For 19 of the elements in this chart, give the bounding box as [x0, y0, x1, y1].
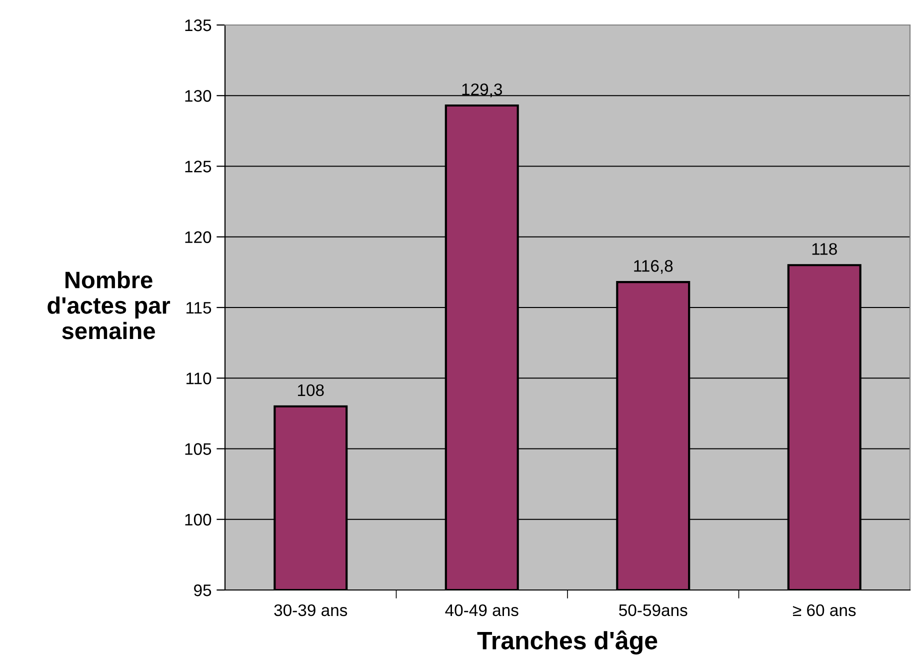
- data-label: 108: [298, 384, 324, 396]
- x-tick-label: 50-59ans: [619, 604, 688, 616]
- y-tick-label: 125: [185, 160, 212, 172]
- data-label: 129,3: [462, 83, 502, 98]
- x-tick-label: 40-49 ans: [445, 604, 518, 616]
- y-tick-label: 120: [185, 231, 212, 244]
- y-tick-label: 100: [185, 514, 212, 526]
- data-label: 116,8: [634, 260, 673, 274]
- data-label: 118: [812, 243, 837, 255]
- x-tick-label: ≥ 60 ans: [792, 604, 856, 616]
- y-tick-label: 135: [185, 19, 212, 32]
- y-axis-title: Nombre d'actes par semaine: [48, 271, 170, 340]
- x-tick-label: 30-39 ans: [274, 604, 348, 616]
- x-axis-title: Tranches d'âge: [477, 630, 658, 654]
- y-tick-label: 95: [194, 584, 212, 596]
- y-tick-label: 110: [186, 372, 212, 384]
- y-tick-label: 130: [185, 90, 212, 102]
- y-tick-label: 115: [186, 302, 212, 314]
- y-tick-label: 105: [185, 443, 212, 455]
